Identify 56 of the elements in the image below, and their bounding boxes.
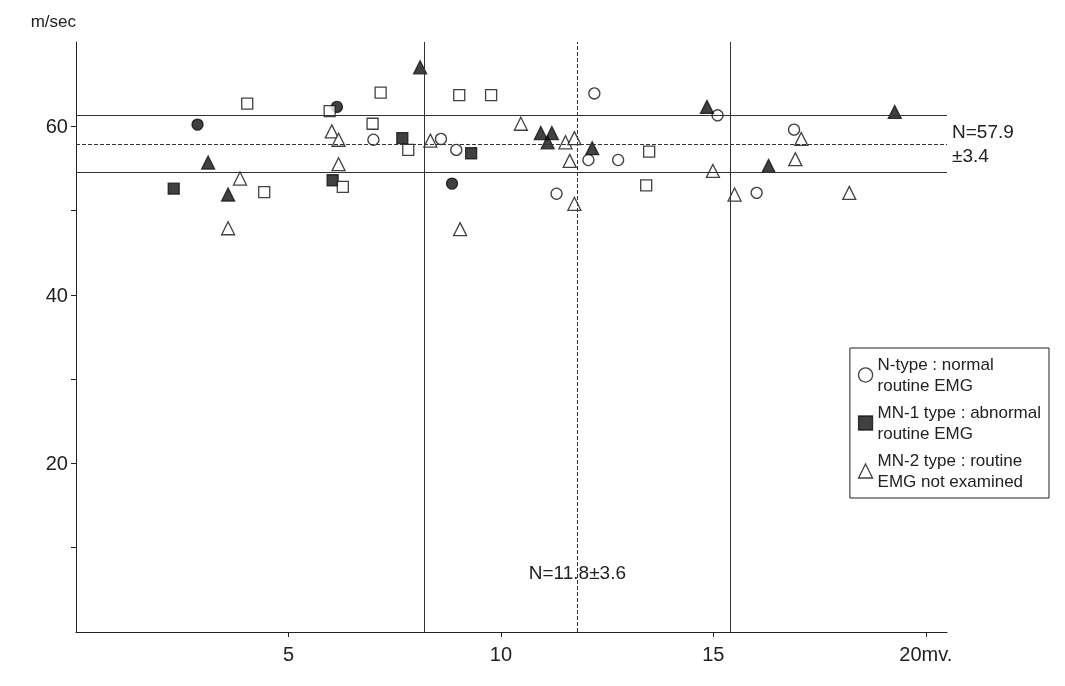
point [484,88,498,102]
point [200,155,216,170]
point [640,179,653,192]
point [788,152,803,167]
point [562,153,577,168]
ref-line-label: N=57.9 ±3.4 [952,121,1020,167]
point [326,174,339,187]
point [550,187,563,200]
point [699,99,715,115]
point [727,187,742,202]
legend-label: N-type : normal routine EMG [877,355,994,395]
y-tick-label: 60 [45,115,68,138]
point [402,143,415,157]
point [450,143,463,157]
point [374,86,387,99]
point [464,147,478,160]
ref-line-label: N=11.8±3.6 [528,562,626,583]
point [241,97,254,110]
point [445,177,459,190]
point [367,133,380,146]
point [794,131,809,147]
point [643,145,656,158]
point [842,185,857,201]
point [452,221,468,237]
x-tick-label: 20mv. [899,643,953,665]
point [588,87,601,100]
point [453,88,466,102]
legend-label: MN-1 type : abnormal routine EMG [877,403,1041,443]
x-tick-label: 5 [282,643,294,665]
point [220,221,236,236]
point [396,131,409,145]
x-tick-label: 15 [702,643,725,665]
point [258,185,271,199]
point [366,117,379,130]
point [585,141,600,156]
point [220,187,236,202]
point [232,171,248,186]
point [167,182,180,195]
point [331,132,346,147]
point [331,157,346,172]
point [787,123,801,136]
point [423,133,438,148]
y-tick-label: 20 [45,452,68,475]
legend-label: MN-2 type : routine EMG not examined [877,451,1024,491]
point [612,153,625,167]
point [513,116,528,131]
point [533,125,548,141]
point [191,118,204,131]
point [750,186,763,200]
y-axis-title: m/sec [30,12,77,31]
point [336,180,349,194]
x-tick-label: 10 [489,643,512,665]
y-tick-label: 40 [45,283,68,306]
point [567,196,582,211]
point [582,153,595,167]
point [434,132,448,146]
